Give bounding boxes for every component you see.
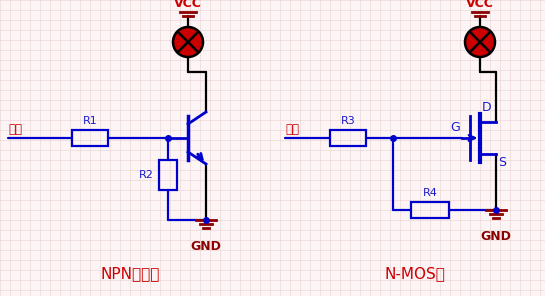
Text: R1: R1 bbox=[83, 116, 98, 126]
Bar bbox=[159, 160, 177, 190]
Text: NPN三極管: NPN三極管 bbox=[100, 266, 160, 281]
Text: GND: GND bbox=[481, 230, 511, 243]
Text: GND: GND bbox=[191, 240, 221, 253]
Text: 輸入: 輸入 bbox=[8, 123, 22, 136]
Text: 輸入: 輸入 bbox=[285, 123, 299, 136]
Text: S: S bbox=[498, 156, 506, 169]
Text: VCC: VCC bbox=[466, 0, 494, 10]
Text: R3: R3 bbox=[341, 116, 355, 126]
Bar bbox=[411, 202, 449, 218]
Text: D: D bbox=[482, 101, 492, 114]
Text: R2: R2 bbox=[139, 170, 154, 180]
Bar bbox=[330, 130, 366, 146]
Circle shape bbox=[173, 27, 203, 57]
Text: N-MOS管: N-MOS管 bbox=[385, 266, 445, 281]
Circle shape bbox=[465, 27, 495, 57]
Text: R4: R4 bbox=[422, 188, 438, 198]
Bar bbox=[72, 130, 108, 146]
Text: VCC: VCC bbox=[174, 0, 202, 10]
Text: G: G bbox=[450, 121, 460, 134]
